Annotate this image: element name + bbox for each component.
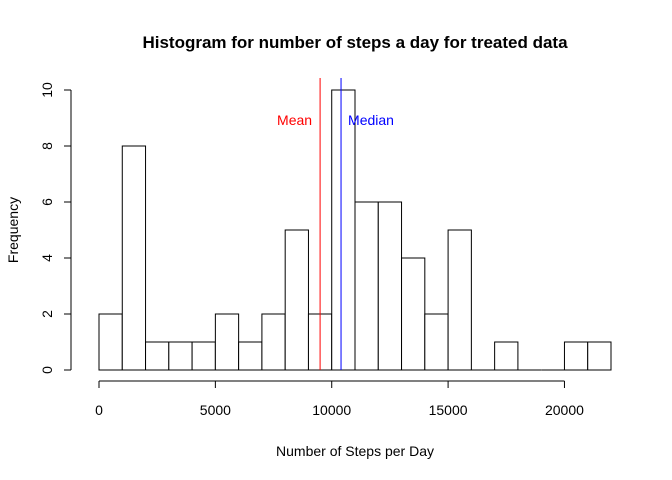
y-tick-label-1: 2 [39, 310, 55, 318]
x-tick-label-1: 5000 [200, 402, 231, 418]
chart-title: Histogram for number of steps a day for … [142, 33, 568, 52]
histogram-bar-15 [447, 229, 472, 371]
histogram-bar-13 [401, 257, 426, 371]
x-axis: 0 5000 10000 15000 20000 [95, 380, 584, 418]
bars-group [98, 89, 612, 371]
histogram-bar-10 [331, 89, 356, 371]
histogram-bar-0 [98, 313, 123, 371]
histogram-bar-8 [284, 229, 309, 371]
histogram-bar-17 [494, 341, 519, 371]
histogram-bar-5 [214, 313, 240, 371]
histogram-bar-12 [377, 201, 403, 371]
histogram-bar-3 [168, 341, 193, 371]
x-tick-label-4: 20000 [545, 402, 584, 418]
mean-label: Mean [277, 112, 312, 128]
y-tick-label-0: 0 [39, 366, 55, 374]
histogram-bar-6 [238, 341, 263, 371]
reference-lines-group: Mean Median [277, 78, 394, 370]
y-tick-label-2: 4 [39, 254, 55, 262]
y-tick-label-3: 6 [39, 198, 55, 206]
x-tick-label-2: 10000 [312, 402, 351, 418]
histogram-bar-7 [261, 313, 286, 371]
histogram-bar-4 [191, 341, 216, 371]
histogram-bar-1 [121, 145, 147, 371]
histogram-bar-21 [587, 341, 612, 371]
histogram-bar-14 [424, 313, 449, 371]
histogram-bar-20 [563, 341, 589, 371]
histogram-bar-2 [145, 341, 170, 371]
y-tick-label-4: 8 [39, 142, 55, 150]
y-axis: 0 2 4 6 8 10 [39, 82, 72, 374]
median-label: Median [348, 112, 394, 128]
y-axis-label: Frequency [5, 197, 21, 263]
x-tick-label-0: 0 [95, 402, 103, 418]
y-tick-label-5: 10 [39, 82, 55, 98]
histogram-bar-11 [354, 201, 379, 371]
x-axis-label: Number of Steps per Day [276, 443, 434, 459]
x-tick-label-3: 15000 [429, 402, 468, 418]
